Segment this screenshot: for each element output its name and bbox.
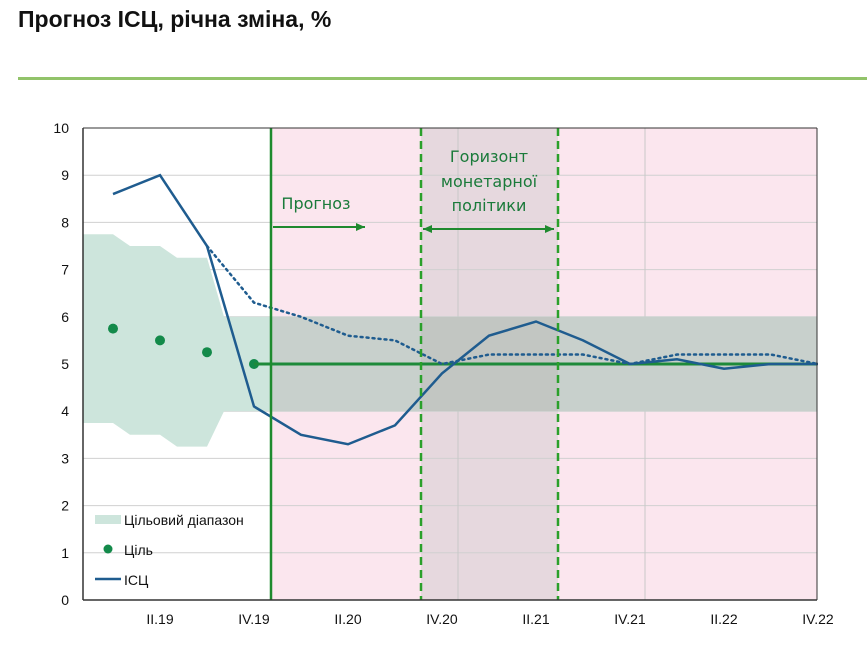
y-tick-label: 3 [61,450,69,466]
x-tick-label: IV.19 [238,611,270,627]
legend-cpi-label: ІСЦ [124,572,149,588]
title-divider [18,77,867,80]
x-tick-label: II.22 [710,611,737,627]
forecast-arrow-head [356,223,365,231]
cpi-line [112,173,818,446]
horizon-arrow-right-head [545,225,554,233]
x-tick-label: IV.21 [614,611,646,627]
y-tick-label: 2 [61,498,69,514]
horizon-label-line2: монетарної [441,172,538,191]
target-point [108,323,118,334]
y-tick-label: 7 [61,262,69,278]
forecast-label: Прогноз [281,194,350,213]
x-tick-label: II.19 [146,611,173,627]
y-tick-label: 0 [61,592,69,608]
target-point [202,347,212,358]
y-tick-label: 4 [61,403,69,419]
x-tick-label: IV.20 [426,611,458,627]
y-tick-label: 8 [61,214,69,230]
x-tick-label: IV.22 [802,611,834,627]
legend-target-marker [103,544,113,554]
previous-forecast-line [205,244,820,366]
y-tick-label: 9 [61,167,69,183]
y-tick-label: 5 [61,356,69,372]
legend-target-label: Ціль [124,542,153,558]
y-tick-label: 10 [53,120,69,136]
x-tick-label: II.20 [334,611,361,627]
target-point [155,335,165,346]
horizon-arrow-left-head [423,225,432,233]
legend-band-swatch [95,515,121,524]
x-tick-label: II.21 [522,611,549,627]
chart-title: Прогноз ІСЦ, річна зміна, % [18,6,332,32]
target-range-band-history [83,234,224,447]
y-tick-label: 1 [61,545,69,561]
horizon-label-line1: Горизонт [450,147,528,166]
horizon-label-line3: політики [452,196,527,215]
y-tick-label: 6 [61,309,69,325]
legend-band-label: Цільовий діапазон [124,512,244,528]
